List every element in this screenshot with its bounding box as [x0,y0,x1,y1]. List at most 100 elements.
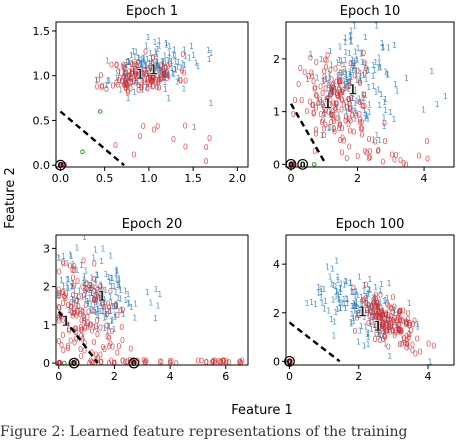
point-class-0: 0 [344,82,349,91]
point-class-1: 1 [98,295,103,304]
y-tick-label: 2 [273,307,280,320]
point-class-0: 0 [142,358,147,367]
y-tick-label: 0 [273,158,280,171]
point-class-1: 1 [406,343,411,352]
point-class-0: 0 [70,274,75,283]
point-class-0: 0 [396,321,401,330]
point-class-1: 1 [141,69,146,78]
point-class-1: 1 [89,300,94,309]
point-class-1: 1 [383,106,388,115]
point-class-1: 1 [354,109,359,118]
point-class-0: 0 [89,358,94,367]
figure-ylabel: Feature 2 [3,167,18,229]
point-class-0: 0 [326,94,331,103]
point-class-0: 0 [389,316,394,325]
point-class-0: 0 [237,358,242,367]
point-class-0: 0 [75,309,80,318]
point-class-1: 1 [93,246,98,255]
point-class-1: 1 [382,339,387,348]
point-class-1: 1 [375,311,380,320]
point-class-1: 1 [194,58,199,67]
point-class-1: 1 [325,263,330,272]
point-class-1: 1 [328,47,333,56]
point-class-0: 0 [411,320,416,329]
point-class-0: 0 [374,297,379,306]
point-class-1: 1 [145,33,150,42]
point-class-1: 1 [362,61,367,70]
point-class-0: 0 [112,359,117,368]
point-class-1: 1 [182,46,187,55]
point-class-1: 1 [381,297,386,306]
point-class-0: 0 [338,121,343,130]
point-class-1: 1 [130,78,135,87]
point-class-1: 1 [392,309,397,318]
point-class-1: 1 [435,100,440,109]
point-class-1: 1 [366,304,371,313]
point-class-0: 0 [56,285,61,294]
point-class-1: 1 [105,57,110,66]
point-class-1: 1 [327,123,332,132]
point-class-1: 1 [338,284,343,293]
point-class-0: 0 [333,99,338,108]
point-class-1: 1 [59,276,64,285]
point-class-0: 0 [99,358,104,367]
point-class-1: 1 [143,62,148,71]
point-class-0: 0 [135,72,140,81]
point-class-1: 1 [75,302,80,311]
point-class-0: 0 [314,58,319,67]
point-class-1: 1 [321,100,326,109]
point-class-1: 1 [343,33,348,42]
point-class-0: 0 [382,331,387,340]
point-class-1: 1 [75,296,80,305]
point-class-0: 0 [331,114,336,123]
point-class-1: 1 [102,314,107,323]
point-class-0: 0 [98,323,103,332]
point-class-1: 1 [371,305,376,314]
point-class-1: 1 [152,38,157,47]
centroid-label-1: 1 [97,289,107,305]
point-class-0: 0 [169,357,174,366]
point-class-0: 0 [292,96,297,105]
point-class-0: 0 [380,312,385,321]
point-class-1: 1 [360,91,365,100]
point-class-0: 0 [383,137,388,146]
point-class-0: 0 [141,122,146,131]
point-class-1: 1 [61,282,66,291]
point-class-0: 0 [322,72,327,81]
point-class-1: 1 [393,80,398,89]
point-class-0: 0 [130,65,135,74]
point-class-1: 1 [354,97,359,106]
point-class-1: 1 [319,98,324,107]
axes-frame [285,21,455,168]
point-class-0: 0 [223,359,228,368]
point-class-1: 1 [371,82,376,91]
point-class-0: 0 [114,60,119,69]
point-class-1: 1 [329,84,334,93]
point-class-1: 1 [121,64,126,73]
point-class-0: 0 [304,107,309,116]
point-class-1: 1 [134,62,139,71]
point-class-0: 0 [376,303,381,312]
point-class-1: 1 [368,304,373,313]
point-class-1: 1 [162,74,167,83]
point-class-1: 1 [88,307,93,316]
point-class-1: 1 [107,307,112,316]
point-class-1: 1 [384,316,389,325]
point-class-0: 0 [392,302,397,311]
point-class-0: 0 [122,64,127,73]
point-class-1: 1 [371,72,376,81]
point-class-1: 1 [341,295,346,304]
point-class-1: 1 [161,71,166,80]
point-class-1: 1 [101,300,106,309]
point-class-0: 0 [131,357,136,366]
point-class-0: 0 [338,77,343,86]
point-class-0: 0 [372,303,377,312]
point-class-1: 1 [366,285,371,294]
point-class-1: 1 [170,69,175,78]
point-class-0: 0 [366,301,371,310]
point-class-1: 1 [352,21,357,30]
point-class-0: 0 [96,76,101,85]
point-class-1: 1 [357,306,362,315]
point-class-1: 1 [161,70,166,79]
x-tick-label: 0.0 [52,172,70,185]
